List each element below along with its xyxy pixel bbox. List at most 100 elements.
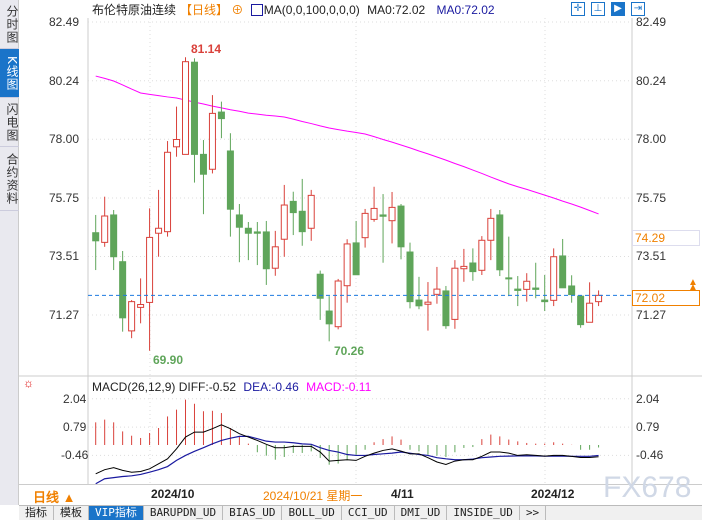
- candle-up: [182, 61, 189, 155]
- candle-down: [577, 295, 585, 326]
- ma0-value-2: MA0:72.02: [436, 3, 495, 17]
- candle-down: [235, 214, 243, 228]
- candle-up: [388, 206, 396, 222]
- candle-down: [226, 150, 234, 210]
- candle-up: [155, 227, 163, 234]
- indicator-tab[interactable]: INSIDE_UD: [447, 506, 520, 520]
- sidebar: 分时图 K线图 闪电图 合约资料: [0, 0, 19, 505]
- candle-down: [352, 242, 360, 276]
- candle-up: [433, 288, 441, 295]
- ma0-value: MA0:72.02: [367, 3, 426, 17]
- price-axis-label: 71.27: [636, 307, 667, 322]
- indicator-tab[interactable]: VIP指标: [89, 506, 144, 520]
- date-label: 2024/12: [531, 487, 575, 501]
- price-axis-label: 82.49: [636, 15, 667, 29]
- ma-params: MA(0,0,100,0,0,0): [263, 3, 360, 17]
- candle-down: [568, 285, 576, 296]
- indicator-tab[interactable]: CCI_UD: [342, 506, 395, 520]
- candle-up: [595, 294, 603, 303]
- candle-down: [541, 299, 549, 303]
- scroll-right-icon[interactable]: ⇥: [631, 2, 645, 16]
- indicator-tab[interactable]: BOLL_UD: [282, 506, 342, 520]
- indicator-tab[interactable]: >>: [520, 506, 547, 520]
- candle-down: [397, 205, 405, 248]
- macd-settings-icon[interactable]: ☼: [23, 376, 34, 390]
- price-axis-label: 71.27: [49, 307, 80, 322]
- price-axis-label: 80.24: [49, 73, 80, 88]
- watermark: FX678: [603, 471, 692, 504]
- candle-up: [101, 215, 109, 243]
- candle-down: [217, 111, 225, 120]
- candle-down: [190, 61, 198, 155]
- range-icon[interactable]: ⊥: [591, 2, 605, 16]
- dea-line: [95, 435, 599, 485]
- kline-chart[interactable]: [0, 0, 702, 505]
- indicator-tab[interactable]: 模板: [54, 506, 89, 520]
- sidebar-tab-contract-info[interactable]: 合约资料: [0, 147, 19, 211]
- period-button[interactable]: 日线 ▲: [33, 490, 76, 505]
- sidebar-tab-kline[interactable]: K线图: [0, 49, 19, 98]
- price-axis-label: 78.00: [49, 132, 80, 147]
- date-label: 2024/10: [151, 487, 195, 501]
- candle-down: [199, 153, 207, 175]
- candle-down: [532, 287, 540, 290]
- candle-up: [271, 246, 279, 269]
- dea-value: DEA:-0.46: [243, 380, 299, 394]
- indicator-tab[interactable]: 指标: [19, 506, 54, 520]
- candle-up: [424, 301, 432, 305]
- candle-down: [316, 273, 324, 299]
- candle-up: [451, 267, 459, 320]
- crosshair-icon[interactable]: ✛: [571, 2, 585, 16]
- candle-up: [586, 302, 594, 323]
- candle-down: [244, 227, 252, 234]
- chart-header: 布伦特原油连续 【日线】 ⊕ MA(0,0,100,0,0,0) MA0:72.0…: [92, 2, 499, 18]
- ma100-line: [95, 75, 599, 215]
- indicator-tab[interactable]: DMI_UD: [395, 506, 448, 520]
- sidebar-tab-timeshare[interactable]: 分时图: [0, 0, 19, 49]
- candle-down: [110, 214, 118, 258]
- candle-up: [307, 194, 315, 229]
- period-label[interactable]: 【日线】: [180, 3, 229, 17]
- candle-up: [280, 204, 288, 240]
- cursor-date: 2024/10/21 星期一: [263, 489, 363, 503]
- candle-up: [550, 256, 558, 301]
- price-axis-label: 82.49: [49, 15, 80, 29]
- low-label-2: 70.26: [334, 344, 365, 358]
- candle-down: [92, 232, 100, 242]
- macd-axis-label: -0.46: [61, 448, 89, 463]
- macd-axis-label: 0.79: [63, 420, 87, 435]
- indicator-icon[interactable]: [250, 4, 263, 16]
- settings-icon[interactable]: ⊕: [231, 3, 244, 17]
- price-axis-label: 78.00: [636, 132, 667, 147]
- diff-value: DIFF:-0.52: [178, 380, 237, 394]
- indicator-tab[interactable]: BARUPDN_UD: [144, 506, 224, 520]
- sidebar-tab-flash[interactable]: 闪电图: [0, 98, 19, 147]
- macd-axis-label: 2.04: [636, 391, 660, 406]
- zoom-fit-icon[interactable]: ▶: [611, 2, 625, 16]
- indicator-tab[interactable]: BIAS_UD: [223, 506, 283, 520]
- date-label: 4/11: [391, 487, 414, 501]
- low-label-1: 69.90: [153, 353, 184, 367]
- macd-axis-label: 2.04: [63, 391, 87, 406]
- macd-title: MACD(26,12,9): [92, 380, 176, 394]
- candle-down: [442, 290, 450, 327]
- high-label: 81.14: [191, 42, 222, 56]
- candle-up: [370, 207, 378, 220]
- price-axis-label: 75.75: [49, 190, 80, 205]
- candle-up: [128, 301, 136, 332]
- candle-down: [119, 261, 127, 319]
- candle-up: [361, 212, 369, 239]
- macd-value: MACD:-0.11: [306, 380, 372, 394]
- expand-up-icon[interactable]: ▲ ▲: [688, 277, 698, 293]
- candle-up: [487, 217, 495, 241]
- candle-up: [146, 236, 154, 303]
- candle-up: [523, 280, 531, 290]
- price-axis-label: 80.24: [636, 73, 667, 88]
- candle-down: [406, 251, 414, 303]
- candle-down: [262, 231, 270, 270]
- marker-price-tag: 74.29: [632, 230, 700, 246]
- candle-down: [514, 288, 522, 291]
- indicator-tabs: 指标 模板 VIP指标 BARUPDN_UD BIAS_UD BOLL_UD CCI_UD D…: [19, 505, 702, 520]
- candle-up: [173, 138, 181, 148]
- date-axis: 日线 ▲ 2024/10 2024/10/21 星期一 4/11 2024/12…: [19, 473, 702, 505]
